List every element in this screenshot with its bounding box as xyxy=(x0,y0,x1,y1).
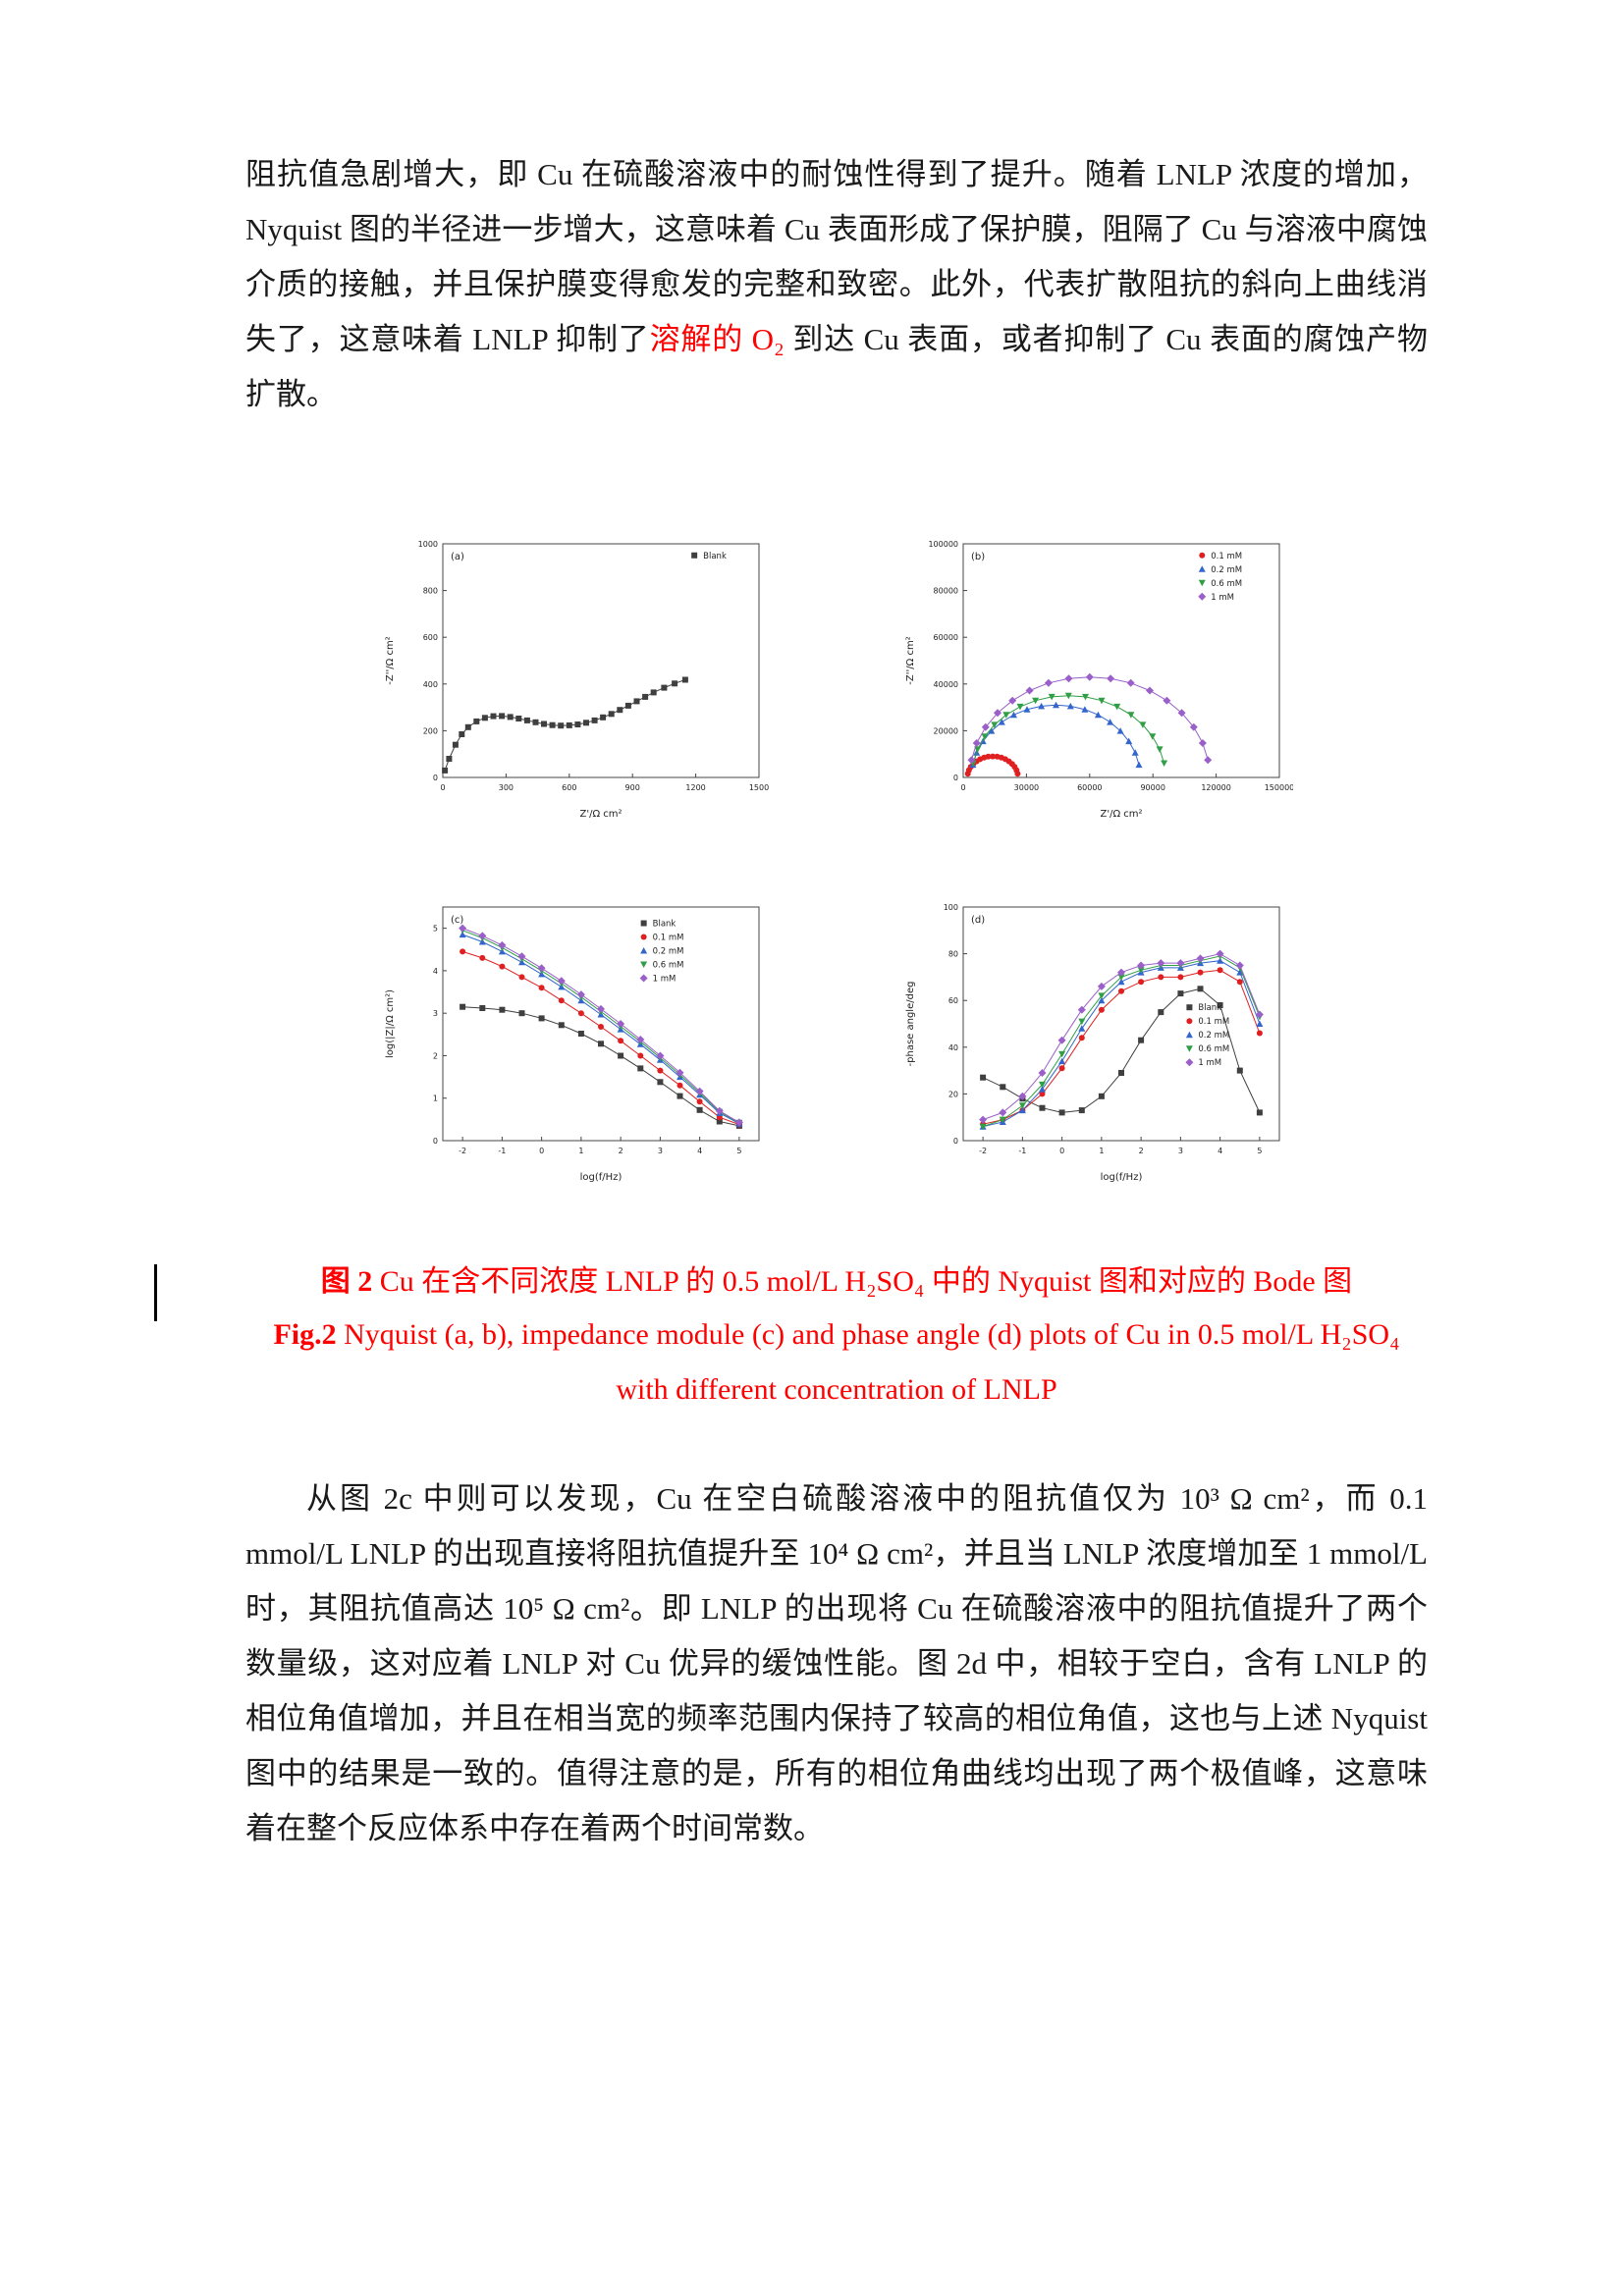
svg-text:-Z''/Ω cm²: -Z''/Ω cm² xyxy=(385,636,396,684)
svg-text:0.2 mM: 0.2 mM xyxy=(653,947,684,957)
svg-text:1 mM: 1 mM xyxy=(1211,593,1234,603)
svg-text:-2: -2 xyxy=(979,1147,987,1155)
svg-text:20000: 20000 xyxy=(934,726,958,735)
svg-text:Blank: Blank xyxy=(653,920,677,930)
svg-text:0: 0 xyxy=(539,1147,544,1155)
svg-text:100000: 100000 xyxy=(928,540,958,549)
svg-text:600: 600 xyxy=(423,633,438,642)
figure-caption-english-line1: Fig.2 Nyquist (a, b), impedance module (… xyxy=(245,1308,1428,1362)
svg-text:1 mM: 1 mM xyxy=(653,975,677,985)
svg-text:4: 4 xyxy=(1218,1147,1222,1155)
svg-text:400: 400 xyxy=(423,680,438,689)
svg-text:20: 20 xyxy=(948,1090,958,1098)
svg-text:0.6 mM: 0.6 mM xyxy=(1211,579,1242,589)
svg-text:0.1 mM: 0.1 mM xyxy=(1198,1017,1229,1027)
svg-text:40000: 40000 xyxy=(934,680,958,689)
paragraph-1-red-text: 溶解的 O₂ xyxy=(649,322,793,356)
figure-2-plots: 0 300 600 900 1200 1500 0 200 400 600 800 1000 Z'/Ω … xyxy=(380,530,1294,1188)
svg-text:1 mM: 1 mM xyxy=(1198,1058,1221,1068)
chart-bode-phase-angle: -2 -1 0 1 2 3 4 5 0 20 40 60 80 100 log(f/Hz) -phase an… xyxy=(900,893,1293,1188)
svg-text:2: 2 xyxy=(433,1051,438,1060)
svg-text:0: 0 xyxy=(953,774,958,782)
svg-text:100: 100 xyxy=(944,903,958,912)
svg-text:-2: -2 xyxy=(459,1147,466,1155)
figure-caption-chinese-text: Cu 在含不同浓度 LNLP 的 0.5 mol/L H₂SO₄ 中的 Nyqu… xyxy=(372,1265,1353,1298)
svg-text:0: 0 xyxy=(433,774,438,782)
svg-text:60000: 60000 xyxy=(1077,783,1102,792)
svg-text:1000: 1000 xyxy=(418,540,438,549)
svg-text:0.6 mM: 0.6 mM xyxy=(1198,1044,1229,1054)
svg-text:60: 60 xyxy=(948,996,958,1005)
svg-text:1500: 1500 xyxy=(749,783,769,792)
svg-text:2: 2 xyxy=(1139,1147,1144,1155)
svg-text:40: 40 xyxy=(948,1043,958,1052)
svg-text:0: 0 xyxy=(440,783,445,792)
svg-text:3: 3 xyxy=(658,1147,663,1155)
svg-text:2: 2 xyxy=(619,1147,623,1155)
svg-text:Blank: Blank xyxy=(703,552,727,561)
figure-caption-english-label: Fig.2 xyxy=(273,1318,337,1351)
chart-nyquist-blank: 0 300 600 900 1200 1500 0 200 400 600 800 1000 Z'/Ω … xyxy=(380,530,773,825)
svg-text:Z'/Ω cm²: Z'/Ω cm² xyxy=(1100,809,1142,820)
svg-text:80: 80 xyxy=(948,950,958,959)
svg-text:1200: 1200 xyxy=(685,783,705,792)
chart-nyquist-lnlp-concentrations: 0 30000 60000 90000 120000 150000 0 20000 40000 6… xyxy=(900,530,1294,825)
svg-text:30000: 30000 xyxy=(1014,783,1039,792)
svg-text:120000: 120000 xyxy=(1201,783,1231,792)
chart-bode-impedance-module: -2 -1 0 1 2 3 4 5 0 1 2 3 4 5 log(f/Hz) log(|Z|/Ω cm²) (… xyxy=(380,893,773,1188)
svg-text:1: 1 xyxy=(433,1095,438,1103)
svg-text:200: 200 xyxy=(423,726,438,735)
figure-caption-english-text: Nyquist (a, b), impedance module (c) and… xyxy=(336,1318,1400,1351)
svg-text:3: 3 xyxy=(433,1009,438,1018)
svg-text:log(f/Hz): log(f/Hz) xyxy=(580,1172,623,1183)
figure-caption-chinese-label: 图 2 xyxy=(320,1265,373,1298)
svg-text:150000: 150000 xyxy=(1265,783,1293,792)
svg-text:Blank: Blank xyxy=(1198,1003,1221,1013)
svg-text:log(f/Hz): log(f/Hz) xyxy=(1101,1172,1143,1183)
svg-text:0.1 mM: 0.1 mM xyxy=(1211,552,1242,561)
svg-text:(d): (d) xyxy=(971,915,985,926)
revision-change-bar xyxy=(154,1264,157,1321)
svg-text:80000: 80000 xyxy=(934,587,958,596)
svg-text:0: 0 xyxy=(960,783,965,792)
svg-text:0.1 mM: 0.1 mM xyxy=(653,934,684,943)
svg-text:600: 600 xyxy=(562,783,576,792)
svg-text:0.2 mM: 0.2 mM xyxy=(1198,1031,1229,1041)
svg-text:3: 3 xyxy=(1178,1147,1183,1155)
svg-text:-phase angle/deg: -phase angle/deg xyxy=(905,982,916,1067)
svg-text:0: 0 xyxy=(1059,1147,1064,1155)
paragraph-2: 从图 2c 中则可以发现，Cu 在空白硫酸溶液中的阻抗值仅为 10³ Ω cm²… xyxy=(245,1481,1428,1845)
paragraph-1-text-b: 到达 Cu 表面，或者抑制了 Cu 表面的腐蚀产物扩散。 xyxy=(245,322,1428,411)
svg-text:1: 1 xyxy=(578,1147,583,1155)
svg-text:(c): (c) xyxy=(451,915,463,926)
svg-text:5: 5 xyxy=(736,1147,741,1155)
svg-text:900: 900 xyxy=(625,783,640,792)
paragraph-1: 阻抗值急剧增大，即 Cu 在硫酸溶液中的耐蚀性得到了提升。随着 LNLP 浓度的… xyxy=(245,147,1428,422)
figure-caption-english-line2: with different concentration of LNLP xyxy=(616,1373,1057,1406)
paragraph-1-text-a: 阻抗值急剧增大，即 Cu 在硫酸溶液中的耐蚀性得到了提升。随着 LNLP 浓度的… xyxy=(245,157,1428,356)
svg-text:5: 5 xyxy=(1257,1147,1262,1155)
svg-text:Z'/Ω cm²: Z'/Ω cm² xyxy=(579,809,622,820)
svg-text:1: 1 xyxy=(1099,1147,1104,1155)
svg-text:(b): (b) xyxy=(971,552,985,562)
svg-text:log(|Z|/Ω cm²): log(|Z|/Ω cm²) xyxy=(385,989,396,1058)
svg-text:800: 800 xyxy=(423,587,438,596)
svg-text:90000: 90000 xyxy=(1140,783,1164,792)
svg-text:300: 300 xyxy=(499,783,514,792)
svg-text:-1: -1 xyxy=(1018,1147,1026,1155)
svg-text:4: 4 xyxy=(433,967,438,976)
svg-text:(a): (a) xyxy=(451,552,464,562)
svg-text:-Z''/Ω cm²: -Z''/Ω cm² xyxy=(905,636,916,684)
svg-text:4: 4 xyxy=(697,1147,702,1155)
svg-text:0.2 mM: 0.2 mM xyxy=(1211,565,1242,575)
svg-text:60000: 60000 xyxy=(934,633,958,642)
svg-text:0: 0 xyxy=(953,1137,958,1146)
svg-text:0: 0 xyxy=(433,1137,438,1146)
svg-text:5: 5 xyxy=(433,925,438,934)
svg-text:-1: -1 xyxy=(498,1147,506,1155)
svg-text:0.6 mM: 0.6 mM xyxy=(653,961,684,971)
figure-caption-chinese: 图 2 Cu 在含不同浓度 LNLP 的 0.5 mol/L H₂SO₄ 中的 … xyxy=(245,1256,1428,1308)
